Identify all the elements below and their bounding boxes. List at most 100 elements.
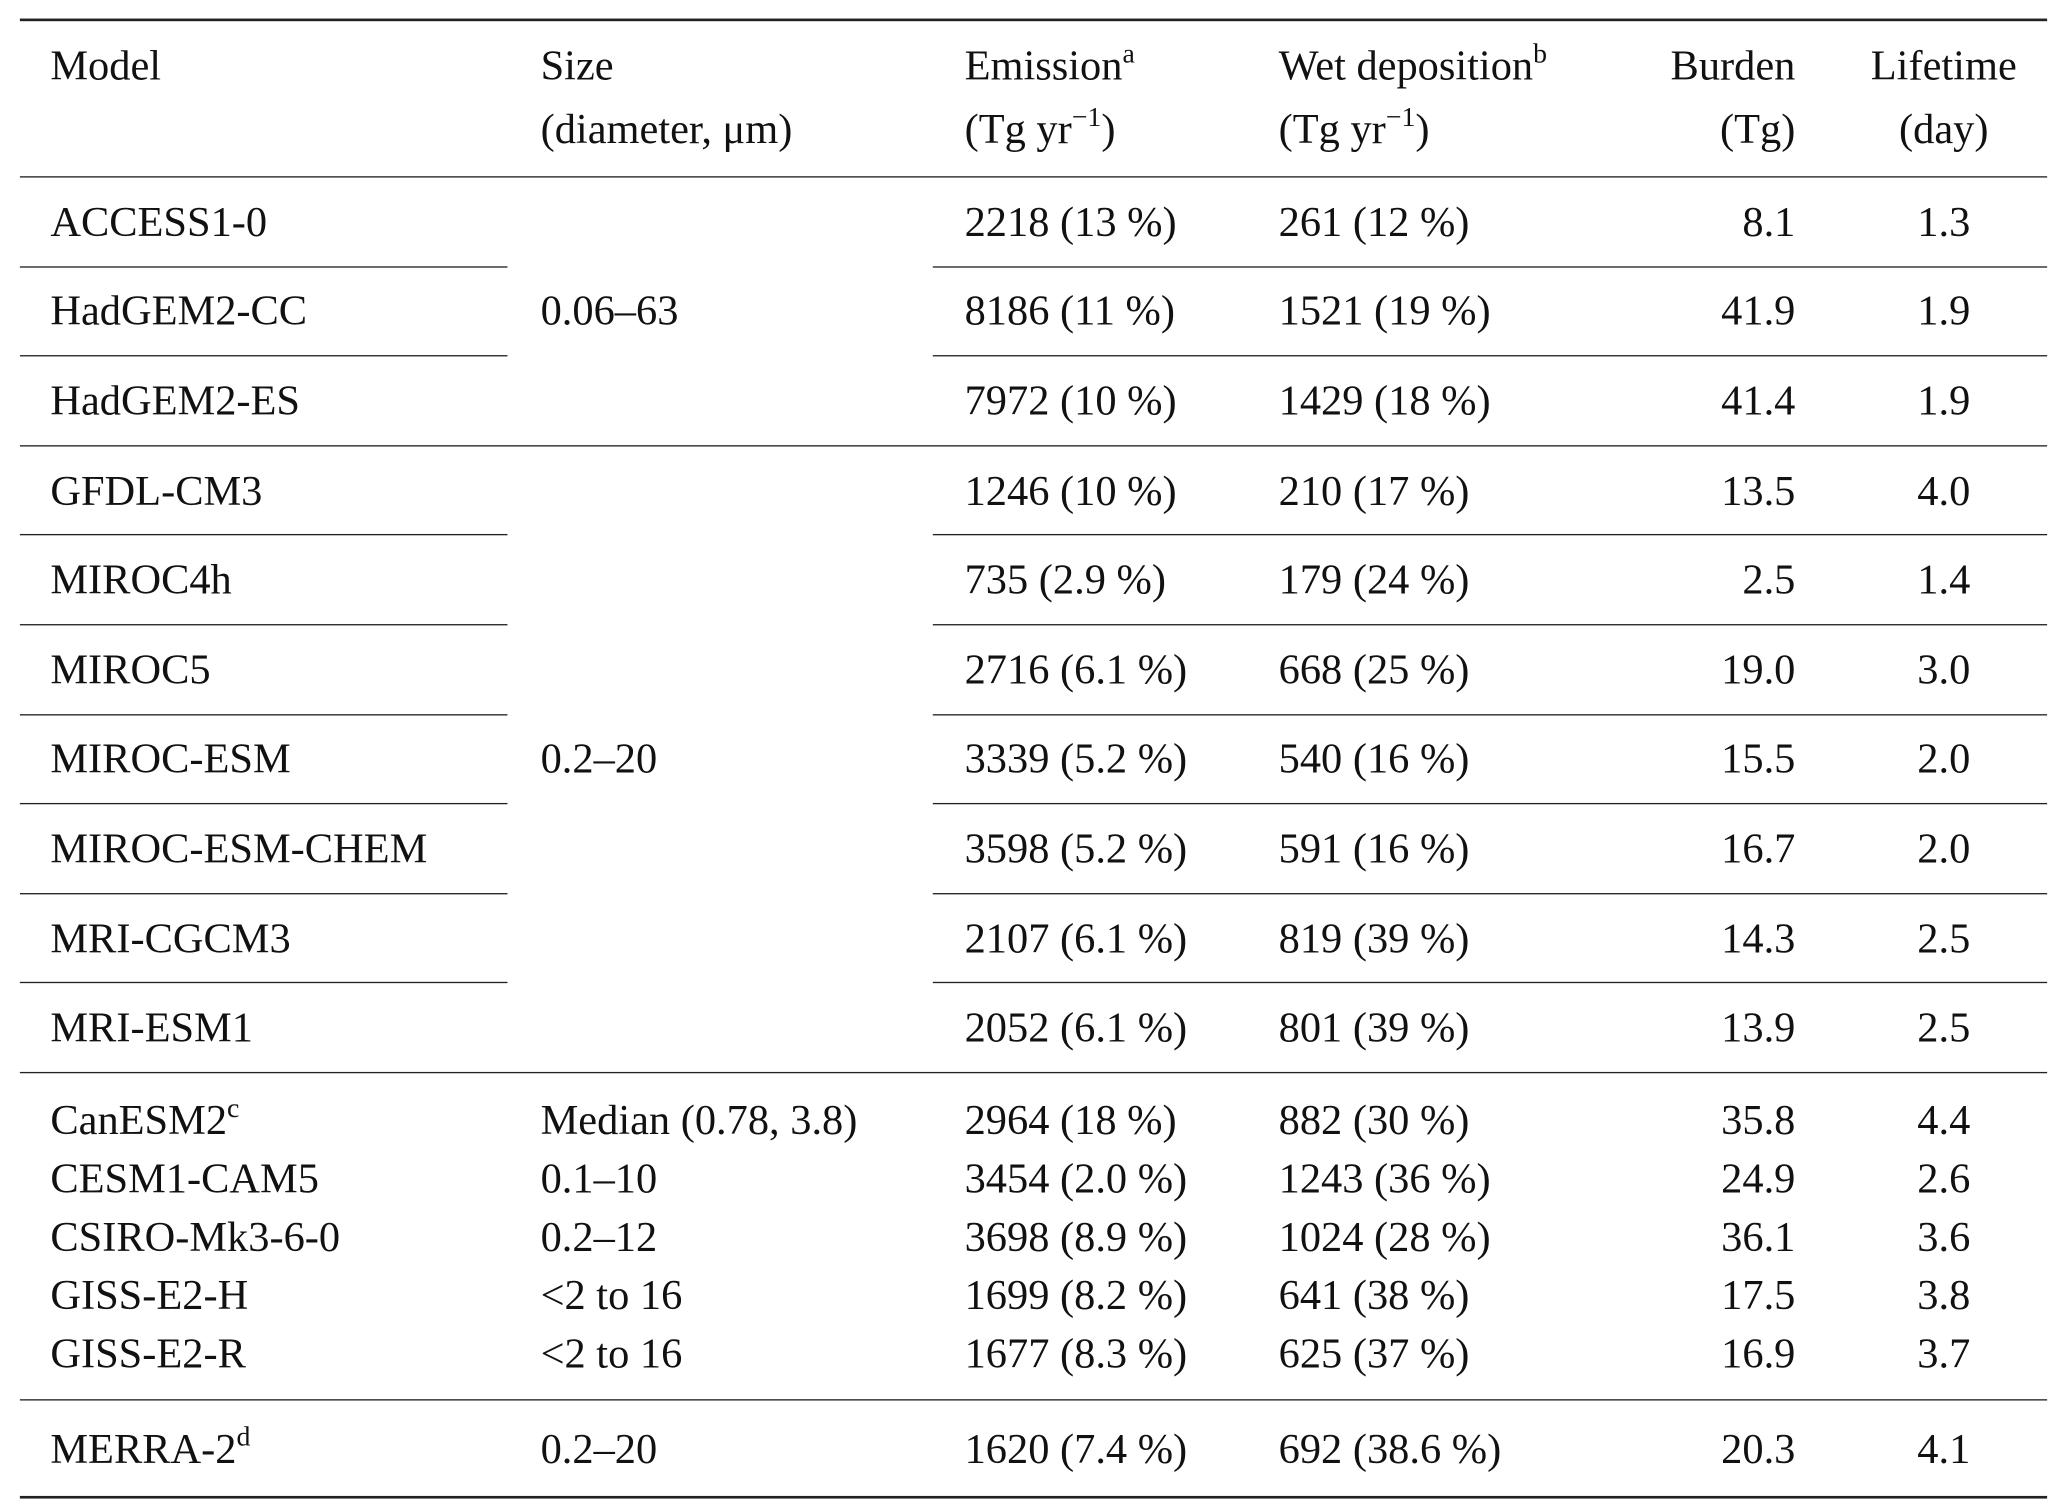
cell-lifetime: 1.9	[1917, 379, 1970, 421]
cell-size: <2 to 16	[541, 1273, 683, 1315]
text-run: GFDL-CM3	[50, 465, 263, 514]
text-run: 1.4	[1917, 555, 1971, 604]
text-run: Emission	[964, 41, 1123, 89]
text-run: 7972 (10 %)	[964, 376, 1177, 424]
cell-burden: 16.9	[1721, 1331, 1795, 1373]
text-run: MERRA-2	[50, 1423, 237, 1472]
column-unit: (Tg yr−1)	[1279, 103, 1430, 150]
column-header: Size	[541, 44, 614, 86]
cell-model: ACCESS1-0	[50, 200, 267, 242]
cell-emission: 3598 (5.2 %)	[965, 827, 1188, 869]
cell-model: CESM1-CAM5	[50, 1156, 319, 1198]
cell-wet: 641 (38 %)	[1279, 1273, 1470, 1315]
text-run: 735 (2.9 %)	[964, 555, 1166, 604]
text-run: 13.5	[1721, 465, 1796, 514]
text-run: 16.9	[1721, 1328, 1796, 1377]
superscript: −1	[1385, 100, 1416, 133]
text-run: MIROC-ESM	[50, 734, 291, 783]
text-run: 4.4	[1917, 1095, 1971, 1143]
rule	[19, 1399, 2048, 1401]
cell-wet: 591 (16 %)	[1279, 827, 1470, 869]
cell-burden: 36.1	[1721, 1214, 1795, 1256]
cell-emission: 3698 (8.9 %)	[965, 1214, 1188, 1256]
cell-burden: 20.3	[1721, 1426, 1795, 1468]
rule	[932, 713, 2048, 715]
rule	[19, 713, 508, 715]
text-run: 1677 (8.3 %)	[964, 1328, 1188, 1377]
text-run: ACCESS1-0	[50, 197, 268, 245]
text-run: 2964 (18 %)	[964, 1095, 1177, 1143]
text-run: 0.2–20	[540, 734, 658, 783]
text-run: 1.9	[1917, 376, 1971, 424]
text-run: 15.5	[1721, 734, 1796, 783]
cell-model: GISS-E2-H	[50, 1273, 248, 1315]
rule	[19, 1495, 2048, 1499]
text-run: 591 (16 %)	[1278, 824, 1470, 872]
text-run: 13.9	[1721, 1003, 1796, 1051]
cell-model: MIROC4h	[50, 558, 231, 600]
cell-model: CSIRO-Mk3-6-0	[50, 1214, 340, 1256]
text-run: 3339 (5.2 %)	[964, 734, 1188, 783]
cell-emission: 7972 (10 %)	[965, 379, 1177, 421]
column-unit: (diameter, μm)	[541, 107, 793, 149]
superscript: c	[227, 1091, 240, 1123]
cell-size: 0.1–10	[541, 1156, 658, 1198]
column-header: Model	[50, 44, 161, 86]
text-run: (Tg)	[1720, 104, 1796, 153]
cell-burden: 8.1	[1742, 200, 1795, 242]
text-run: 3.0	[1917, 645, 1971, 693]
text-run: 4.1	[1917, 1423, 1971, 1472]
text-run: 210 (17 %)	[1278, 465, 1470, 514]
cell-wet: 540 (16 %)	[1279, 737, 1470, 779]
cell-model: GISS-E2-R	[50, 1331, 246, 1373]
text-run: GISS-E2-R	[50, 1328, 246, 1377]
text-run: 1429 (18 %)	[1278, 376, 1491, 424]
text-run: 3598 (5.2 %)	[964, 824, 1188, 872]
rule	[932, 265, 2048, 268]
cell-burden: 17.5	[1721, 1273, 1795, 1315]
cell-wet: 1024 (28 %)	[1279, 1214, 1491, 1256]
rule	[19, 444, 2048, 447]
cell-wet: 210 (17 %)	[1279, 469, 1470, 511]
text-run: 1024 (28 %)	[1278, 1211, 1491, 1260]
text-run: 2.5	[1917, 1003, 1971, 1051]
cell-model: MERRA-2d	[50, 1422, 250, 1469]
rule	[19, 18, 2048, 22]
column-header: Burden	[1671, 44, 1796, 86]
text-run: 641 (38 %)	[1278, 1270, 1470, 1318]
cell-size: 0.2–20	[541, 1426, 658, 1468]
text-run: (Tg yr	[1278, 104, 1386, 153]
rule	[932, 534, 2048, 536]
cell-burden: 41.4	[1721, 379, 1795, 421]
text-run: 540 (16 %)	[1278, 734, 1470, 783]
text-run: MIROC4h	[50, 555, 232, 604]
text-run: Size	[540, 41, 614, 89]
column-header: Emissiona	[964, 39, 1135, 89]
text-run: 1243 (36 %)	[1278, 1153, 1491, 1202]
cell-size: 0.06–63	[541, 289, 679, 331]
cell-burden: 24.9	[1721, 1156, 1795, 1198]
superscript: a	[1122, 37, 1135, 69]
text-run: 3.7	[1917, 1328, 1971, 1377]
cell-wet: 882 (30 %)	[1279, 1098, 1470, 1140]
column-unit: (day)	[1899, 107, 1988, 149]
cell-wet: 801 (39 %)	[1279, 1006, 1470, 1048]
cell-model: GFDL-CM3	[50, 469, 262, 511]
rule	[19, 982, 508, 984]
text-run: 3.8	[1917, 1270, 1971, 1318]
text-run: 41.4	[1721, 376, 1796, 424]
rule	[932, 355, 2048, 357]
text-run: Median (0.78, 3.8)	[540, 1095, 858, 1143]
text-run: 19.0	[1721, 645, 1796, 693]
text-run: Model	[50, 41, 162, 89]
text-run: 4.0	[1917, 465, 1971, 514]
cell-lifetime: 3.7	[1917, 1331, 1970, 1373]
text-run: 41.9	[1721, 286, 1796, 335]
text-run: HadGEM2-CC	[50, 286, 308, 335]
cell-burden: 15.5	[1721, 737, 1795, 779]
cell-emission: 3454 (2.0 %)	[965, 1156, 1188, 1198]
text-run: 819 (39 %)	[1278, 913, 1470, 962]
cell-lifetime: 3.6	[1917, 1214, 1970, 1256]
cell-lifetime: 1.9	[1917, 289, 1970, 331]
cell-lifetime: 3.8	[1917, 1273, 1970, 1315]
